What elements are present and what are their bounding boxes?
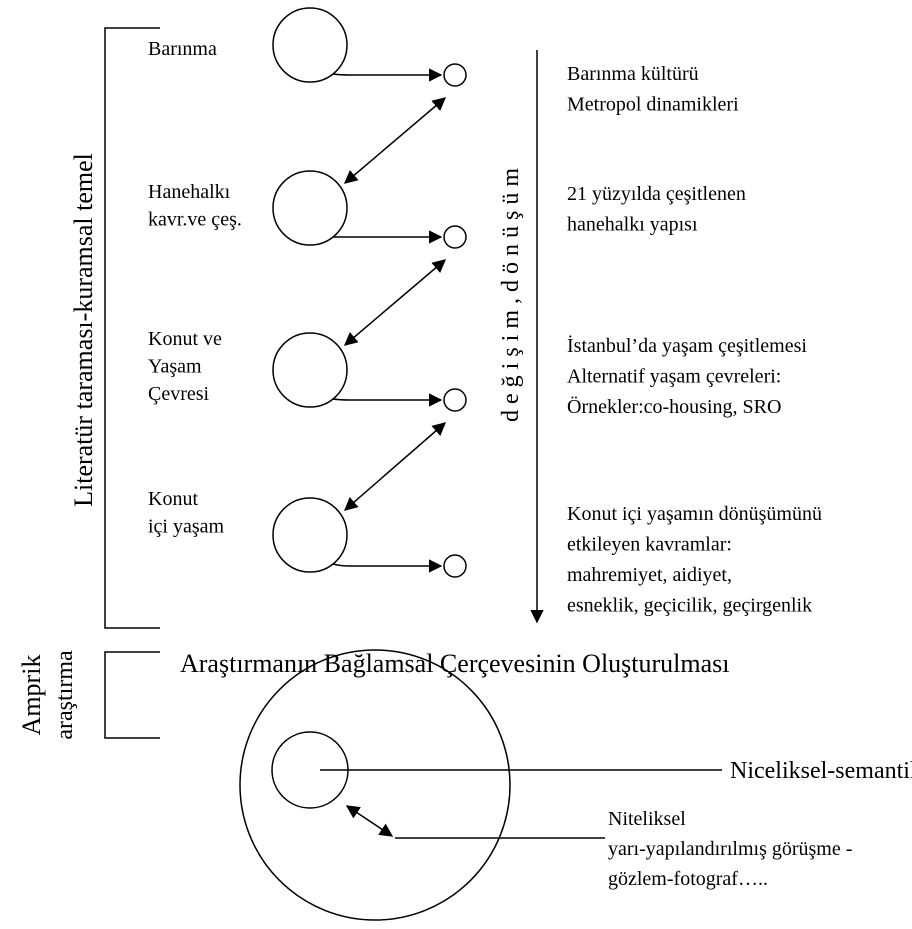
stage-note: hanehalkı yapısı <box>567 214 698 236</box>
double-arrow <box>345 805 394 837</box>
stage-label: Yaşam <box>148 356 202 378</box>
double-arrow <box>343 97 447 184</box>
empirical-label: araştırma <box>52 650 78 740</box>
empirical-label: Amprik <box>17 655 46 736</box>
stage-note: Alternatif yaşam çevreleri: <box>567 366 781 388</box>
stage-circle <box>272 497 348 573</box>
stage-label: Konut ve <box>148 328 222 350</box>
qualitative-label: Niteliksel <box>608 808 686 830</box>
double-arrow <box>343 259 447 346</box>
stage-circle <box>272 332 348 408</box>
empirical-bracket <box>104 651 160 739</box>
stage-note: 21 yüzyılda çeşitlenen <box>567 183 746 205</box>
stage-arrow <box>332 68 443 82</box>
stage-note: esneklik, geçicilik, geçirgenlik <box>567 595 812 617</box>
double-arrow <box>343 422 447 511</box>
stage-label: Barınma <box>148 38 217 60</box>
stage-label: içi yaşam <box>148 516 225 538</box>
stage-node <box>443 63 467 87</box>
stage-note: mahremiyet, aidiyet, <box>567 564 732 586</box>
qualitative-label: gözlem-fotograf….. <box>608 868 768 890</box>
flow-label: d e ğ i ş i m , d ö n ü ş ü m <box>498 168 524 422</box>
stage-note: Metropol dinamikleri <box>567 94 739 116</box>
stage-node <box>443 388 467 412</box>
quantitative-label: Niceliksel-semantik farklar ölçeği <box>730 758 912 784</box>
stage-label: kavr.ve çeş. <box>148 209 242 231</box>
stage-label: Çevresi <box>148 383 210 405</box>
stage-note: etkileyen kavramlar: <box>567 534 732 556</box>
stage-note: İstanbul’da yaşam çeşitlemesi <box>567 334 807 357</box>
stage-note: Örnekler:co-housing, SRO <box>567 395 781 418</box>
theory-label: Literatür taraması-kuramsal temel <box>69 153 98 507</box>
stage-label: Konut <box>148 488 198 510</box>
outer-circle <box>239 649 511 921</box>
qualitative-label: yarı-yapılandırılmış görüşme - <box>608 838 852 860</box>
stage-label: Hanehalkı <box>148 181 231 203</box>
stage-arrow <box>332 393 443 407</box>
stage-node <box>443 225 467 249</box>
theory-bracket <box>104 27 160 629</box>
context-title: Araştırmanın Bağlamsal Çerçevesinin Oluş… <box>180 649 730 678</box>
stage-node <box>443 554 467 578</box>
stage-arrow <box>332 559 443 573</box>
stage-note: Konut içi yaşamın dönüşümünü <box>567 503 822 525</box>
stage-circle <box>272 7 348 83</box>
stage-note: Barınma kültürü <box>567 63 699 85</box>
stage-circle <box>272 170 348 246</box>
